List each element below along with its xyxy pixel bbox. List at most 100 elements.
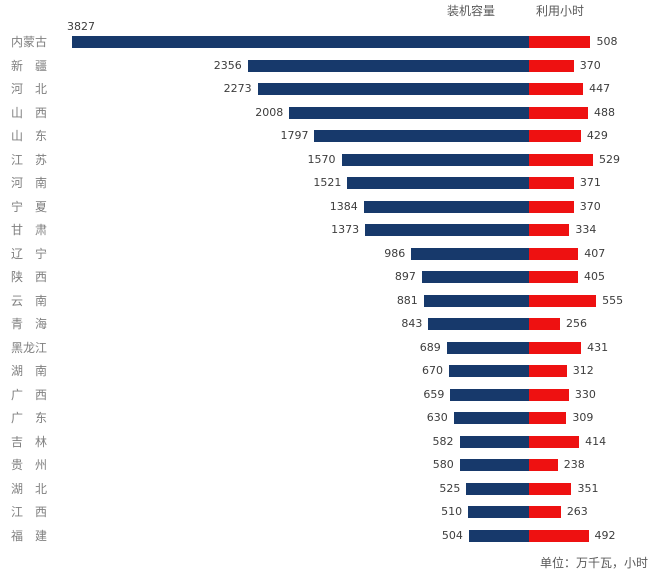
hours-value: 414 [585, 434, 607, 448]
hours-bar [529, 529, 589, 542]
capacity-value: 689 [419, 340, 441, 354]
hours-bar [529, 247, 579, 260]
hours-bar [529, 83, 584, 95]
province-label: 山 东 [10, 129, 47, 143]
province-label: 山 西 [10, 105, 47, 120]
capacity-value: 1373 [331, 223, 360, 236]
hours-bar [529, 341, 582, 354]
capacity-value: 580 [432, 458, 454, 471]
capacity-bar [347, 177, 529, 189]
hours-bar [529, 412, 567, 424]
hours-value: 312 [572, 364, 594, 377]
hours-value: 256 [565, 317, 587, 330]
hours-value: 263 [566, 505, 588, 518]
capacity-bar [423, 294, 529, 307]
province-label: 湖 南 [10, 364, 47, 378]
province-label: 内蒙古 [10, 35, 47, 49]
legend-capacity-label: 装机容量 [447, 4, 496, 18]
province-label: 江 西 [10, 505, 47, 519]
province-label: 青 海 [10, 317, 47, 331]
capacity-value: 2273 [223, 82, 252, 95]
province-label: 广 西 [10, 387, 47, 402]
capacity-value: 504 [441, 528, 463, 542]
unit-note: 单位：万千瓦，小时 [539, 556, 648, 570]
hours-value: 407 [584, 246, 606, 260]
capacity-value: 659 [423, 387, 445, 401]
hours-value: 447 [589, 82, 611, 95]
hours-value: 309 [572, 411, 594, 424]
capacity-value: 630 [426, 411, 448, 424]
hours-value: 529 [599, 152, 620, 166]
province-label: 云 南 [10, 293, 47, 308]
capacity-bar [363, 200, 529, 213]
capacity-bar [314, 130, 529, 142]
capacity-bar [365, 224, 529, 236]
hours-value: 334 [575, 223, 597, 236]
hours-value: 370 [579, 58, 601, 72]
hours-bar [529, 506, 561, 518]
capacity-bar [468, 506, 529, 518]
hours-value: 431 [587, 340, 609, 354]
hours-value: 429 [586, 129, 608, 142]
hours-bar [529, 318, 560, 330]
legend-hours-label: 利用小时 [536, 4, 585, 18]
capacity-bar [72, 36, 529, 48]
capacity-bar [421, 271, 529, 283]
capacity-value: 1384 [329, 199, 358, 213]
capacity-value: 2008 [255, 105, 284, 119]
capacity-bar [450, 388, 529, 401]
capacity-value: 525 [439, 481, 461, 495]
capacity-value: 897 [394, 270, 416, 283]
capacity-value: 843 [401, 317, 423, 330]
hours-bar [529, 271, 578, 283]
capacity-bar [449, 365, 529, 377]
province-label: 河 北 [10, 82, 47, 96]
capacity-bar [459, 435, 529, 448]
hours-value: 370 [579, 199, 601, 213]
province-label: 江 苏 [10, 152, 47, 167]
hours-value: 371 [579, 176, 601, 189]
capacity-bar [289, 106, 529, 119]
hours-bar [529, 153, 593, 166]
hours-bar [529, 130, 581, 142]
hours-bar [529, 482, 572, 495]
hours-value: 238 [563, 458, 585, 471]
capacity-value: 2356 [213, 58, 242, 72]
capacity-bar [428, 318, 529, 330]
hours-bar [529, 388, 569, 401]
hours-value: 555 [602, 293, 624, 307]
hours-value: 330 [574, 387, 596, 401]
province-label: 广 东 [10, 411, 47, 425]
province-label: 福 建 [10, 528, 47, 543]
capacity-value: 582 [432, 434, 454, 448]
capacity-value: 670 [422, 364, 444, 377]
province-label: 湖 北 [10, 481, 47, 496]
province-label: 宁 夏 [10, 199, 47, 214]
capacity-value: 1521 [313, 176, 342, 189]
province-label: 陕 西 [10, 270, 47, 284]
capacity-value: 986 [384, 246, 406, 260]
hours-bar [529, 36, 591, 48]
capacity-bar [411, 247, 529, 260]
capacity-bar [459, 459, 529, 471]
hours-value: 351 [577, 481, 599, 495]
capacity-value: 1570 [307, 152, 336, 166]
hours-bar [529, 177, 574, 189]
hours-bar [529, 459, 558, 471]
hours-value: 488 [594, 105, 616, 119]
hours-value: 492 [594, 528, 616, 542]
hours-value: 508 [596, 35, 618, 48]
capacity-value: 881 [396, 293, 418, 307]
hours-bar [529, 59, 574, 72]
hours-bar [529, 365, 567, 377]
province-label: 黑龙江 [10, 340, 47, 355]
hours-bar [529, 294, 597, 307]
hours-value: 405 [584, 270, 605, 283]
capacity-bar [466, 482, 529, 495]
capacity-bar [453, 412, 529, 424]
hours-bar [529, 224, 570, 236]
capacity-bar [446, 341, 529, 354]
capacity-value: 1797 [280, 129, 309, 142]
